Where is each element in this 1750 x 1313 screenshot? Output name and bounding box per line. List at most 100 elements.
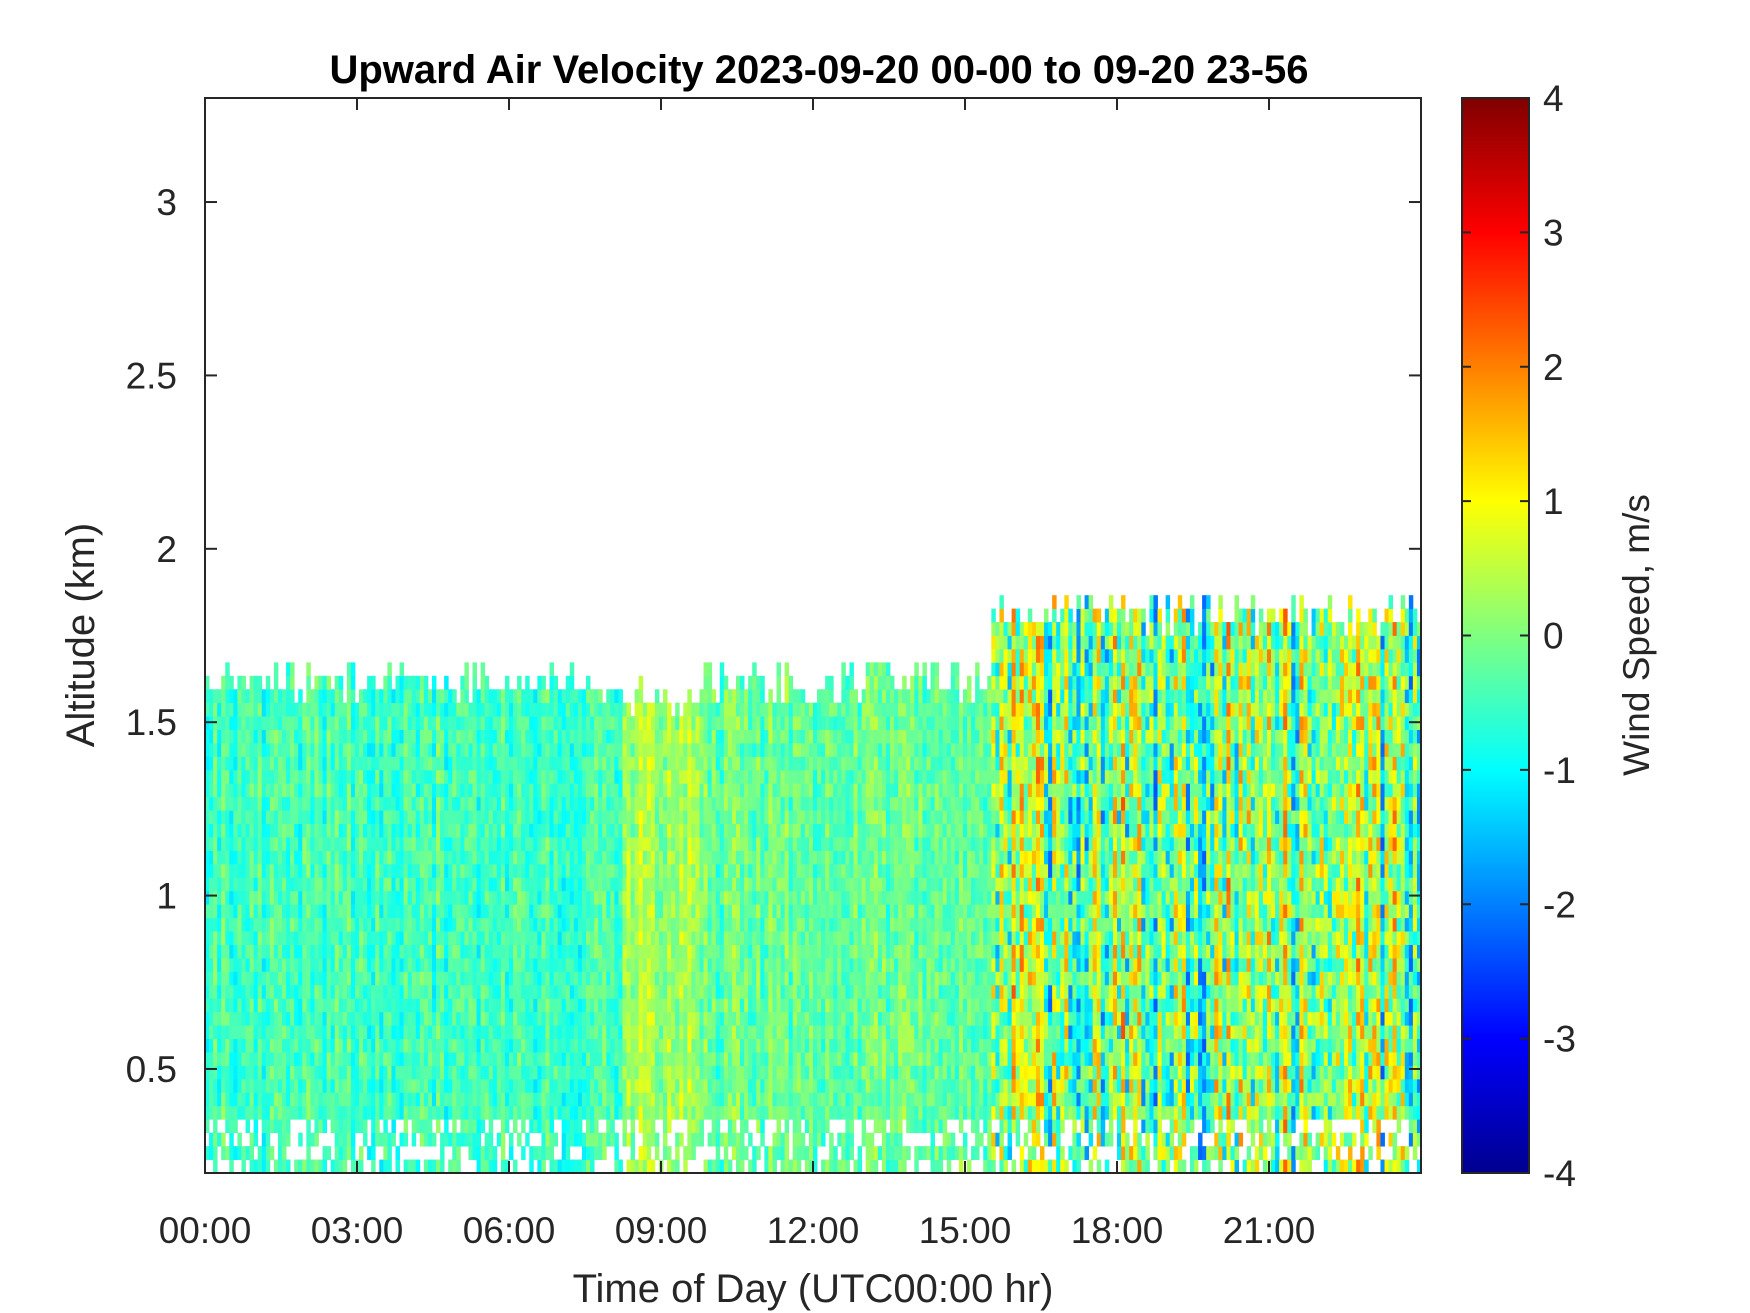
heatmap-cell [286,958,291,972]
heatmap-cell [667,917,672,932]
heatmap-cell [253,756,259,771]
heatmap-cell [622,958,627,972]
heatmap-cell [261,890,267,905]
heatmap-cell [569,1159,575,1174]
heatmap-cell [354,743,360,757]
heatmap-cell [594,1146,599,1160]
heatmap-cell [290,769,295,784]
heatmap-cell [707,890,713,905]
heatmap-cell [245,783,250,798]
heatmap-cell [573,837,579,851]
heatmap-cell [537,1011,542,1026]
heatmap-cell [573,958,579,972]
heatmap-cell [253,850,259,865]
heatmap-cell [565,689,571,704]
heatmap-cell [245,1038,250,1053]
heatmap-cell [367,890,372,905]
heatmap-cell [209,1038,214,1053]
heatmap-cell [731,756,737,771]
heatmap-cell [646,1065,652,1080]
heatmap-cell [744,931,749,945]
heatmap-cell [334,702,340,717]
heatmap-cell [715,810,721,825]
heatmap-cell [768,958,773,972]
heatmap-cell [249,1052,255,1066]
heatmap-cell [504,1119,510,1134]
heatmap-cell [646,716,652,730]
heatmap-cell [391,944,396,959]
heatmap-cell [431,837,437,851]
heatmap-cell [529,958,534,972]
heatmap-cell [464,716,469,730]
heatmap-cell [298,810,303,825]
heatmap-cell [452,837,457,851]
heatmap-cell [756,917,761,932]
heatmap-cell [658,917,664,932]
heatmap-cell [646,743,652,757]
heatmap-cell [346,675,352,690]
heatmap-cell [440,850,445,865]
heatmap-cell [622,810,627,825]
heatmap-cell [387,1146,392,1160]
heatmap-cell [610,1105,615,1120]
heatmap-cell [391,1105,396,1120]
heatmap-cell [476,729,482,744]
heatmap-cell [537,850,542,865]
heatmap-cell [663,756,668,771]
heatmap-cell [298,689,303,704]
heatmap-cell [590,998,595,1013]
heatmap-cell [468,783,473,798]
heatmap-cell [529,716,534,730]
heatmap-cell [533,783,538,798]
heatmap-cell [391,1092,396,1107]
heatmap-cell [565,1105,571,1120]
heatmap-cell [525,984,530,999]
heatmap-cell [403,1078,409,1093]
heatmap-cell [302,863,307,878]
heatmap-cell [618,917,623,932]
heatmap-cell [488,890,494,905]
heatmap-cell [290,662,295,677]
heatmap-cell [217,1105,222,1120]
heatmap-cell [233,998,238,1013]
heatmap-cell [205,675,210,690]
heatmap-cell [772,958,777,972]
heatmap-cell [237,998,242,1013]
heatmap-cell [415,1065,421,1080]
heatmap-cell [277,810,283,825]
heatmap-cell [245,984,250,999]
heatmap-cell [561,810,567,825]
heatmap-cell [764,958,769,972]
heatmap-cell [654,917,660,932]
heatmap-cell [338,1159,344,1174]
heatmap-cell [618,877,623,892]
heatmap-cell [273,675,279,690]
heatmap-cell [338,823,344,838]
heatmap-cell [679,1092,684,1107]
heatmap-cell [375,1092,380,1107]
heatmap-cell [529,904,534,919]
heatmap-cell [403,958,409,972]
heatmap-cell [723,1038,729,1053]
heatmap-cell [282,1038,287,1053]
heatmap-cell [379,1025,384,1040]
heatmap-cell [484,944,490,959]
heatmap-cell [586,958,591,972]
heatmap-cell [298,756,303,771]
heatmap-cell [403,783,409,798]
heatmap-cell [415,1092,421,1107]
heatmap-cell [654,1038,660,1053]
heatmap-cell [342,729,348,744]
heatmap-cell [521,837,526,851]
heatmap-cell [634,1078,640,1093]
heatmap-cell [209,796,214,811]
heatmap-cell [598,756,603,771]
heatmap-cell [614,769,619,784]
heatmap-cell [711,998,717,1013]
heatmap-cell [561,769,567,784]
heatmap-cell [342,1065,348,1080]
heatmap-cell [225,716,230,730]
heatmap-cell [399,1105,405,1120]
heatmap-cell [549,662,554,677]
heatmap-cell [452,1092,457,1107]
